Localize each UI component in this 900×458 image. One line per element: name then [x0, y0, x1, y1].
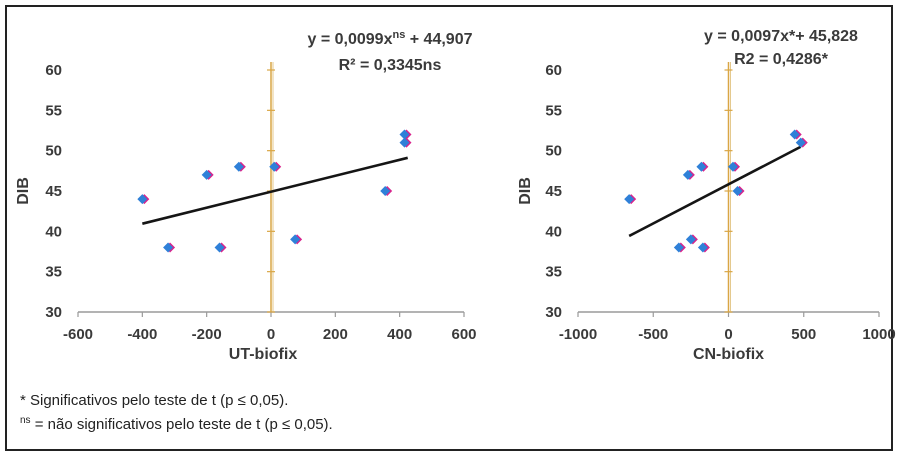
- y-tick-label: 35: [545, 264, 562, 281]
- data-point: [624, 194, 637, 205]
- data-point: [269, 161, 282, 172]
- trendline: [628, 145, 802, 238]
- regression-equation: y = 0,0099xns + 44,907: [308, 29, 473, 48]
- x-tick-label: -600: [63, 326, 93, 343]
- figure-frame: [5, 5, 893, 451]
- data-point-marker: [685, 234, 696, 245]
- data-point-marker: [137, 194, 148, 205]
- data-point-marker: [380, 186, 391, 196]
- x-tick-label: -500: [638, 326, 668, 343]
- data-point-marker: [682, 169, 693, 180]
- data-point: [399, 129, 412, 140]
- data-point-marker: [399, 129, 410, 140]
- y-axis-title: DIB: [15, 177, 32, 205]
- data-point: [163, 242, 176, 253]
- data-point: [685, 234, 698, 245]
- data-point-marker: [201, 169, 212, 180]
- data-point: [201, 169, 214, 180]
- data-point-marker: [269, 161, 280, 172]
- y-tick-label: 60: [45, 62, 62, 79]
- y-tick-label: 60: [545, 62, 562, 79]
- data-point-marker: [673, 242, 684, 253]
- y-axis-title: DIB: [517, 177, 534, 205]
- data-point: [732, 186, 745, 196]
- x-tick-label: -200: [192, 326, 222, 343]
- r-squared: R2 = 0,4286*: [734, 51, 829, 68]
- data-point-marker: [399, 137, 410, 148]
- data-point-marker: [233, 161, 244, 172]
- data-point-marker: [214, 242, 225, 253]
- data-point: [233, 161, 246, 172]
- x-tick-label: 400: [387, 326, 412, 343]
- data-point-marker: [696, 161, 707, 172]
- footnote-significant: * Significativos pelo teste de t (p ≤ 0,…: [20, 392, 289, 409]
- footnote-not-significant: ns = não significativos pelo teste de t …: [20, 415, 333, 433]
- y-tick-label: 30: [45, 304, 62, 321]
- x-tick-label: -1000: [559, 326, 597, 343]
- data-point-marker: [163, 242, 174, 253]
- data-point-marker: [697, 242, 708, 253]
- x-axis-title: CN-biofix: [693, 346, 764, 363]
- r-squared: R² = 0,3345ns: [339, 57, 442, 74]
- data-point: [696, 161, 709, 172]
- chart-panel-1: -600 -400 -200 0 200 400 600 30 35 40 45 50 55 60 UT-b…: [15, 29, 477, 363]
- data-point: [214, 242, 227, 253]
- data-point: [728, 161, 741, 172]
- data-point: [789, 129, 802, 140]
- data-point-marker: [290, 234, 301, 245]
- x-tick-label: 0: [724, 326, 732, 343]
- data-point-marker: [624, 194, 635, 205]
- data-point: [673, 242, 686, 253]
- x-tick-label: -400: [127, 326, 157, 343]
- y-tick-label: 45: [545, 183, 562, 200]
- data-point: [795, 137, 808, 148]
- data-point: [137, 194, 150, 205]
- data-point: [290, 234, 303, 245]
- data-point-marker: [795, 137, 806, 148]
- x-axis-title: UT-biofix: [229, 346, 298, 363]
- x-tick-label: 200: [323, 326, 348, 343]
- data-point: [682, 169, 695, 180]
- y-tick-label: 50: [45, 143, 62, 160]
- data-point-marker: [789, 129, 800, 140]
- y-tick-label: 55: [45, 102, 62, 119]
- x-tick-label: 0: [267, 326, 275, 343]
- chart-panel-2: -1000 -500 0 500 1000 30 35 40 45 50 55 60 CN-biofix…: [517, 28, 896, 363]
- y-tick-label: 55: [545, 102, 562, 119]
- y-tick-label: 40: [45, 223, 62, 240]
- y-tick-label: 45: [45, 183, 62, 200]
- y-tick-label: 40: [545, 223, 562, 240]
- data-point: [697, 242, 710, 253]
- x-tick-label: 1000: [862, 326, 895, 343]
- data-point: [380, 186, 393, 196]
- x-tick-label: 500: [791, 326, 816, 343]
- trendline: [142, 156, 409, 225]
- regression-equation: y = 0,0097x*+ 45,828: [704, 28, 858, 45]
- data-point-marker: [732, 186, 743, 196]
- data-point-marker: [728, 161, 739, 172]
- y-tick-label: 35: [45, 264, 62, 281]
- y-tick-label: 30: [545, 304, 562, 321]
- y-tick-label: 50: [545, 143, 562, 160]
- x-tick-label: 600: [451, 326, 476, 343]
- data-point: [399, 137, 412, 148]
